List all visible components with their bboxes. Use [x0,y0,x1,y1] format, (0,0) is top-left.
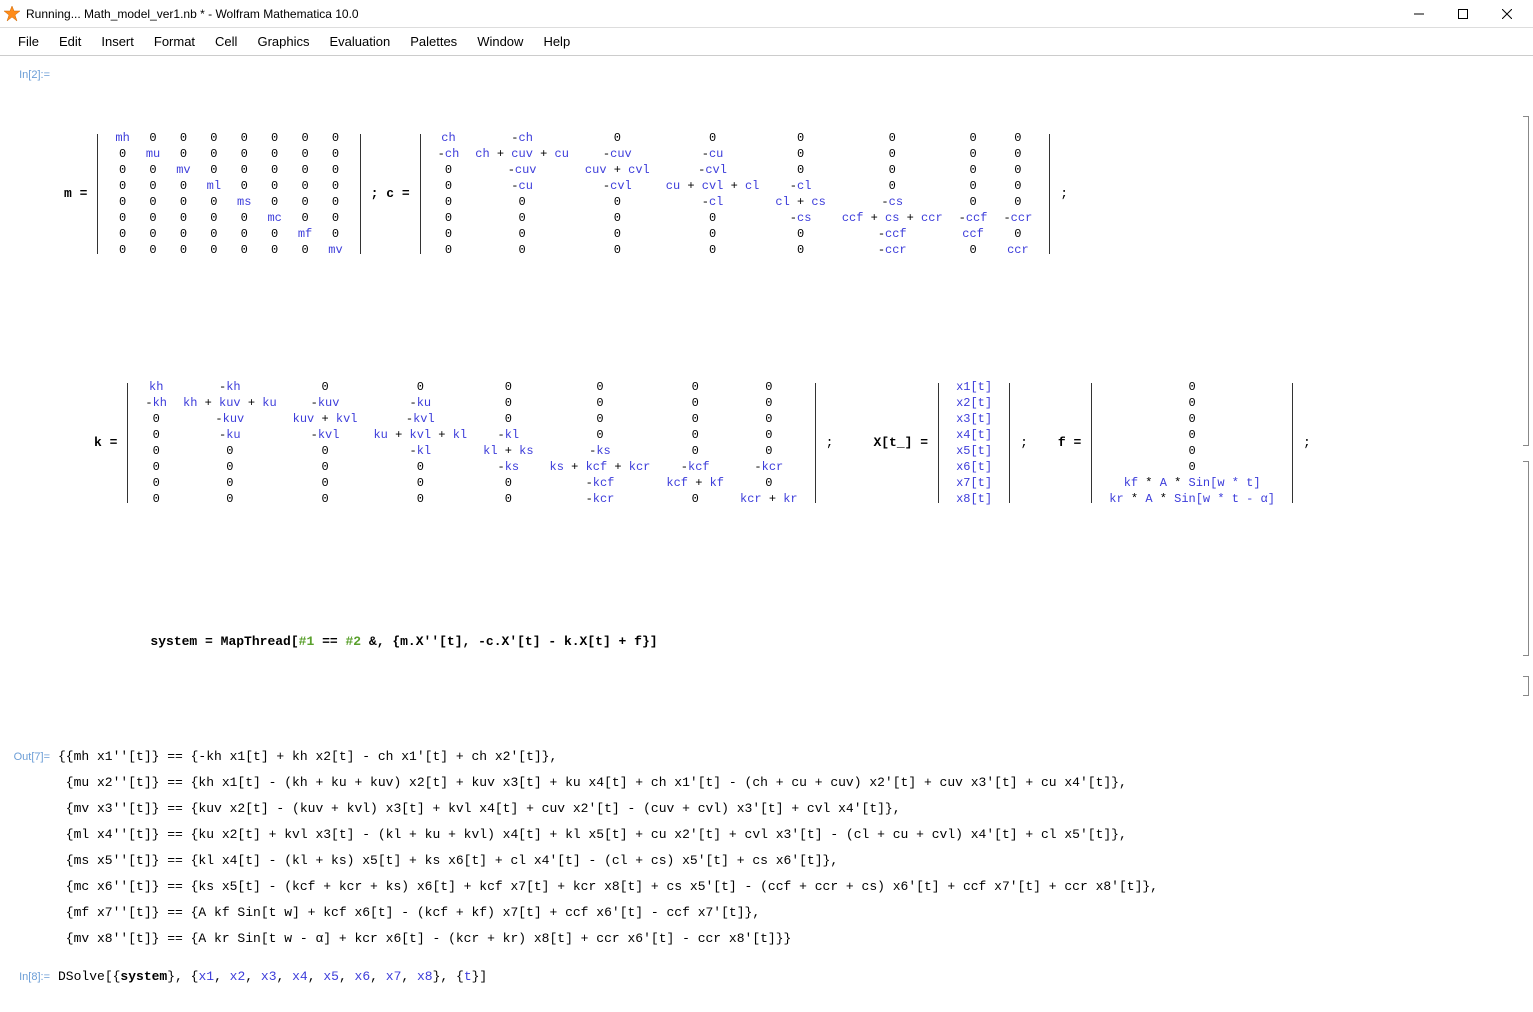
menu-evaluation[interactable]: Evaluation [319,32,400,51]
cell-label-in2: In[2]:= [8,64,58,85]
menu-palettes[interactable]: Palettes [400,32,467,51]
cell-label-in8: In[8]:= [8,966,58,987]
minimize-button[interactable] [1397,0,1441,28]
app-icon [4,6,20,22]
lhs-k: k = [94,432,117,454]
def-row-kxf: k = kh-kh000000-khkh + kuv + ku-kuv-ku00… [58,379,1525,507]
out7-line-7: {mv x8''[t]} == {A kr Sin[t w - α] + kcr… [58,928,1525,950]
matrix-c: ch-ch000000-chch + cuv + cu-cuv-cu00000-… [420,130,1051,258]
lhs-m: m = [64,183,87,205]
out7-line-2: {mv x3''[t]} == {kuv x2[t] - (kuv + kvl)… [58,798,1525,820]
out7-line-1: {mu x2''[t]} == {kh x1[t] - (kh + ku + k… [58,772,1525,794]
system-line: system = MapThread[#1 == #2 &, {m.X''[t]… [58,609,1525,675]
output-cell-7: Out[7]= {{mh x1''[t]} == {-kh x1[t] + kh… [8,746,1525,955]
semi-3: ; [1020,432,1028,454]
lhs-f: f = [1058,432,1081,454]
out7-line-0: {{mh x1''[t]} == {-kh x1[t] + kh x2[t] -… [58,746,1525,768]
matrix-X: x1[t]x2[t]x3[t]x4[t]x5[t]x6[t]x7[t]x8[t] [938,379,1010,507]
dsolve-line: DSolve[{system}, {x1, x2, x3, x4, x5, x6… [58,969,487,984]
menu-help[interactable]: Help [533,32,580,51]
menu-file[interactable]: File [8,32,49,51]
notebook-area[interactable]: In[2]:= m = mh00000000mu00000000mv000000… [0,56,1533,1008]
title-bar: Running... Math_model_ver1.nb * - Wolfra… [0,0,1533,28]
matrix-k: kh-kh000000-khkh + kuv + ku-kuv-ku00000-… [127,379,815,507]
semi-4: ; [1303,432,1311,454]
menu-graphics[interactable]: Graphics [247,32,319,51]
out7-line-4: {ms x5''[t]} == {kl x4[t] - (kl + ks) x5… [58,850,1525,872]
semi-1: ; [1060,183,1068,205]
lhs-X: X[t_] = [873,432,928,454]
lhs-c: ; c = [371,183,410,205]
semi-2: ; [826,432,834,454]
menu-format[interactable]: Format [144,32,205,51]
close-button[interactable] [1485,0,1529,28]
matrix-f: 000000kf * A * Sin[w * t]kr * A * Sin[w … [1091,379,1293,507]
menu-cell[interactable]: Cell [205,32,247,51]
out7-line-3: {ml x4''[t]} == {ku x2[t] + kvl x3[t] - … [58,824,1525,846]
input-cell-2[interactable]: In[2]:= m = mh00000000mu00000000mv000000… [8,64,1525,720]
maximize-button[interactable] [1441,0,1485,28]
out7-line-5: {mc x6''[t]} == {ks x5[t] - (kcf + kcr +… [58,876,1525,898]
cell-label-out7: Out[7]= [8,746,58,767]
cell-bracket-rail[interactable] [1523,116,1529,1004]
def-row-mc: m = mh00000000mu00000000mv00000000ml0000… [58,130,1525,258]
menu-bar: File Edit Insert Format Cell Graphics Ev… [0,28,1533,56]
matrix-m: mh00000000mu00000000mv00000000ml00000000… [97,130,360,258]
window-title: Running... Math_model_ver1.nb * - Wolfra… [26,7,1397,21]
input-cell-8[interactable]: In[8]:= DSolve[{system}, {x1, x2, x3, x4… [8,966,1525,988]
menu-window[interactable]: Window [467,32,533,51]
menu-insert[interactable]: Insert [91,32,144,51]
menu-edit[interactable]: Edit [49,32,91,51]
out7-line-6: {mf x7''[t]} == {A kf Sin[t w] + kcf x6[… [58,902,1525,924]
